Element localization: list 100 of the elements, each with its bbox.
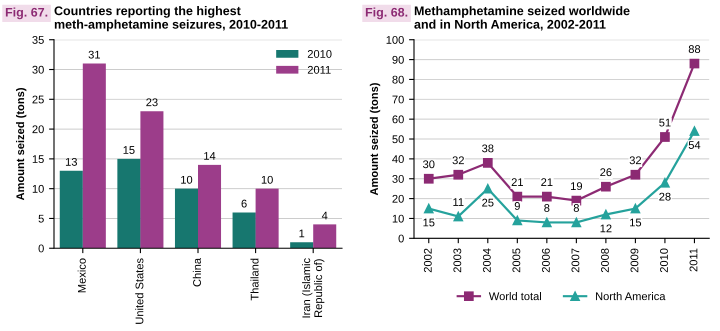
point [482,158,493,168]
point [453,170,464,180]
point [660,132,670,142]
point [424,174,434,184]
data-label: 32 [452,156,464,164]
point [690,126,700,136]
point [601,182,611,192]
data-label: 12 [600,224,612,232]
data-label: 23 [146,98,158,106]
point [630,204,640,214]
bar [60,170,83,248]
y-axis-title: Amount seized (tons) [370,83,380,196]
x-tick-label: United States [135,258,144,324]
x-tick-label: 2010 [660,248,668,272]
chart-title: Methamphetamine seized worldwide and in North America, 2002-2011 [414,6,630,31]
point [542,192,552,202]
caption: Fig. 68. [366,7,408,20]
data-label: 9 [514,202,520,210]
y-tick-label: 60 [392,115,404,124]
data-label: 51 [659,118,671,127]
point [601,210,611,220]
y-tick-label: 10 [392,214,404,223]
caption: Fig. 67. [6,7,48,20]
data-label: 6 [242,200,247,208]
data-label: 10 [262,176,273,184]
y-tick-label: 90 [392,56,404,64]
x-tick-label: 2009 [630,248,638,272]
data-label: 30 [423,160,435,168]
point [572,218,582,228]
data-label: 11 [453,198,464,206]
y-tick-label: 30 [32,66,44,74]
data-label: 8 [544,204,550,212]
x-tick-label: Thailand [250,258,259,300]
x-tick-label: 2007 [571,248,580,272]
bar [174,188,198,248]
point [453,212,464,222]
point [542,218,552,228]
data-label: 15 [630,218,642,226]
data-label: 21 [541,178,552,186]
bar [82,64,106,248]
y-tick-label: 10 [32,184,44,193]
y-tick-label: 35 [32,36,44,44]
x-tick-label: 2005 [512,248,520,272]
y-tick-label: 70 [392,96,404,104]
y-tick-label: 30 [392,175,404,183]
data-label: 13 [66,158,77,166]
point [512,192,522,202]
data-label: 31 [88,50,100,59]
data-label: 38 [482,144,494,152]
y-tick-label: 80 [392,76,404,84]
data-label: 32 [630,156,642,164]
point [482,184,493,194]
legend-label: 2010 [308,50,332,58]
y-tick-label: 5 [38,214,44,223]
bar [117,158,140,248]
bar [232,212,256,248]
y-tick-label: 40 [392,155,404,164]
bar [256,188,279,248]
data-label: 21 [512,178,523,186]
bar [140,111,164,248]
data-label: 15 [124,146,135,154]
y-tick-label: 50 [392,135,404,144]
y-tick-label: 25 [32,96,44,104]
y-axis-title: Amount seized (tons) [16,88,26,200]
y-tick-label: 0 [38,244,44,252]
x-tick-label: China [192,258,201,286]
point [630,170,640,180]
bar [198,164,222,248]
data-label: 4 [322,212,328,220]
point [660,178,670,188]
data-label: 19 [571,182,582,190]
data-label: 54 [688,141,700,149]
data-label: 15 [423,218,434,226]
x-tick-label: 2004 [482,248,491,272]
x-tick-label: 2011 [690,248,698,272]
x-tick-label: Mexico [78,258,86,292]
x-tick-label: 2003 [453,248,462,272]
legend-label: North America [596,292,666,300]
y-tick-label: 0 [398,234,404,242]
legend-label: World total [488,292,542,300]
legend-label: 2011 [308,66,331,74]
y-tick-label: 15 [32,155,44,164]
data-label: 88 [688,45,700,54]
data-label: 28 [659,192,671,201]
bar [313,224,336,248]
point [690,58,700,68]
point [424,204,434,214]
data-label: 26 [600,168,612,176]
chart-title: Countries reporting the highest meth-amphetamine seizures, 2010-2011 [54,6,288,32]
x-tick-label: Iran (Islamic Republic of) [302,258,324,318]
y-tick-label: 100 [386,36,404,44]
data-label: 25 [482,198,494,207]
data-label: 10 [181,176,192,184]
y-tick-label: 20 [392,194,404,203]
y-tick-label: 20 [32,125,44,134]
x-tick-label: 2002 [424,248,432,272]
data-label: 1 [299,230,304,238]
data-label: 8 [574,204,579,212]
point [512,216,522,226]
data-label: 14 [204,152,216,160]
